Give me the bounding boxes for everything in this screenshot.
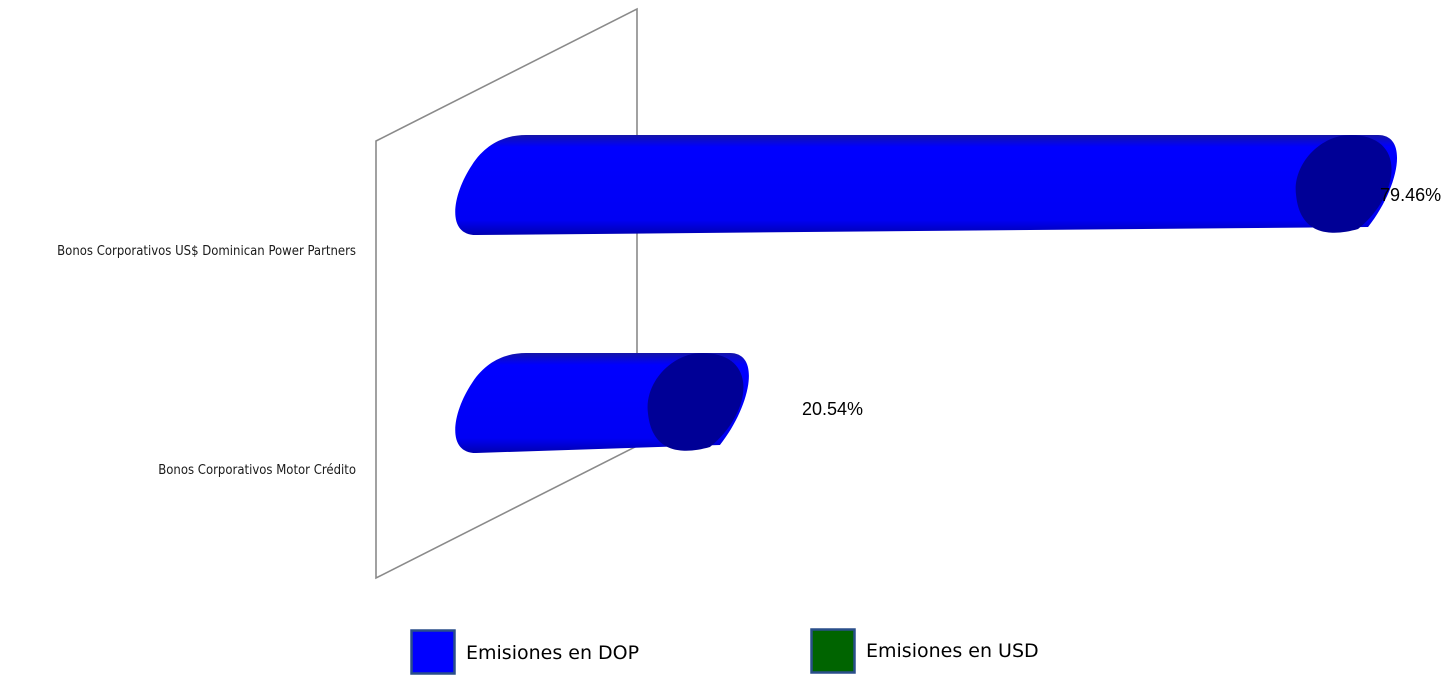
bars-group: [455, 135, 1398, 453]
bar-power-partners: [455, 135, 1398, 235]
value-labels-group: 79.46% 20.54%: [802, 185, 1441, 419]
bar-cap-motor-credito: [647, 353, 744, 451]
value-label-power-partners: 79.46%: [1380, 185, 1441, 205]
legend-label-dop: Emisiones en DOP: [466, 642, 639, 664]
bar-cap-power-partners: [1295, 135, 1392, 233]
value-label-motor-credito: 20.54%: [802, 399, 863, 419]
legend-swatch-usd: [810, 628, 856, 674]
category-label-motor-credito: Bonos Corporativos Motor Crédito: [158, 463, 356, 478]
legend: Emisiones en DOP Emisiones en USD: [410, 628, 1039, 675]
chart-wall: [375, 7, 638, 580]
legend-swatch-dop: [410, 629, 456, 675]
category-label-dominican-power-partners: Bonos Corporativos US$ Dominican Power P…: [57, 244, 356, 259]
legend-label-usd: Emisiones en USD: [866, 640, 1039, 662]
